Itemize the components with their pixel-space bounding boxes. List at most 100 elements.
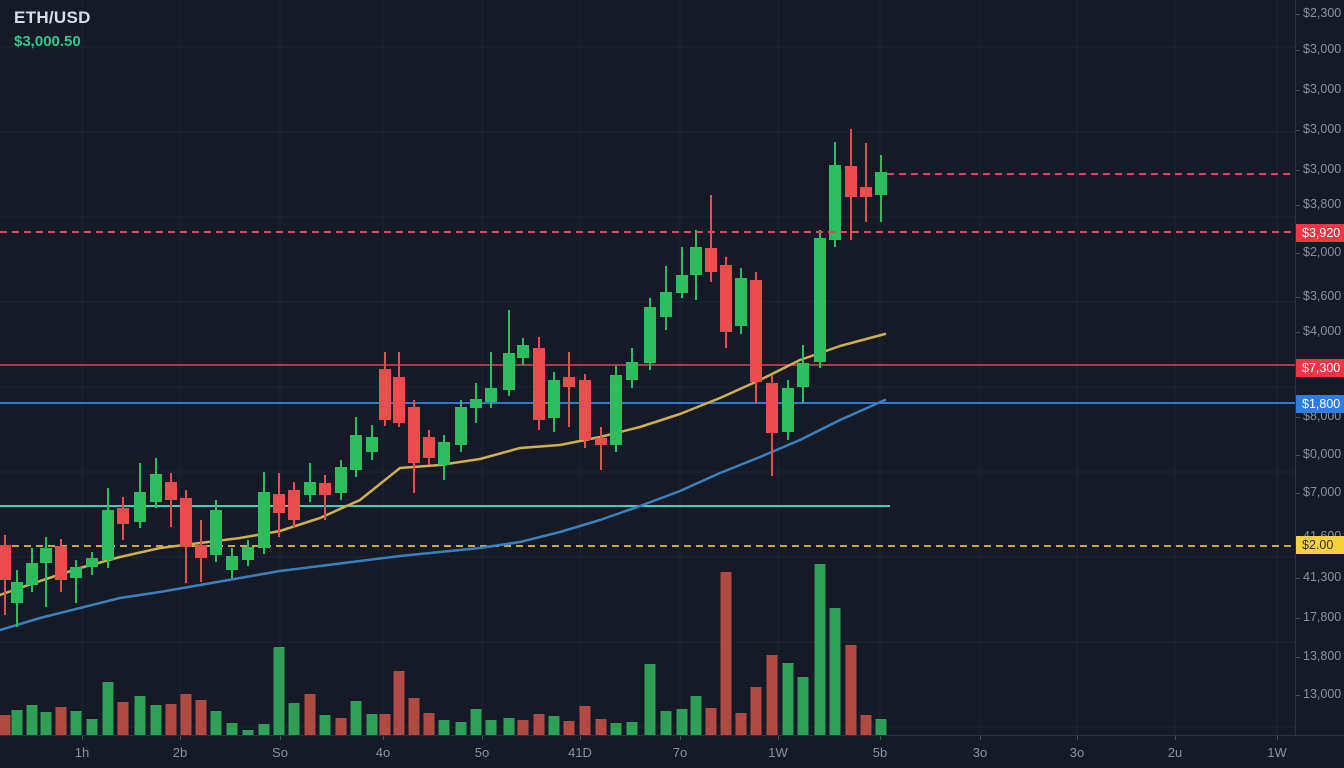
ma-line-slow: [0, 398, 887, 632]
volume-bar: [70, 711, 82, 735]
volume-bar: [379, 714, 391, 735]
candle-body: [165, 482, 177, 500]
time-axis-tick: [980, 736, 981, 740]
candle-body: [797, 363, 809, 387]
volume-bar: [735, 713, 747, 735]
price-tag: $7,300: [1296, 359, 1344, 377]
time-axis-tick: [180, 736, 181, 740]
volume-bar: [242, 730, 254, 735]
volume-bar: [829, 608, 841, 735]
volume-bar: [797, 677, 809, 735]
candle-body: [102, 510, 114, 560]
candle-body: [503, 353, 515, 390]
price-axis-label: $3,000: [1303, 42, 1342, 56]
volume-bar: [563, 721, 575, 735]
volume-bar: [610, 723, 622, 735]
candle-body: [814, 238, 826, 362]
price-axis-tick: [1296, 657, 1300, 658]
candle-body: [258, 492, 270, 548]
volume-bar: [117, 702, 129, 735]
candle-body: [26, 563, 38, 585]
time-axis-tick: [482, 736, 483, 740]
volume-bar: [226, 723, 238, 735]
candle-body: [86, 558, 98, 567]
price-axis-label: $2,000: [1303, 245, 1342, 259]
volume-bar: [470, 709, 482, 735]
candle-body: [150, 474, 162, 502]
price-axis-tick: [1296, 695, 1300, 696]
price-axis-tick: [1296, 417, 1300, 418]
candle-body: [379, 369, 391, 420]
time-axis-tick: [1077, 736, 1078, 740]
volume-bar: [26, 705, 38, 735]
volume-bar: [750, 687, 762, 735]
candle-body: [273, 494, 285, 513]
time-axis-label: 3o: [972, 745, 988, 760]
volume-bar: [350, 701, 362, 735]
volume-series: [0, 564, 887, 735]
volume-bar: [335, 718, 347, 735]
time-axis-tick: [82, 736, 83, 740]
candle-body: [350, 435, 362, 470]
candle-body: [335, 467, 347, 493]
price-axis-tick: [1296, 618, 1300, 619]
price-axis[interactable]: $2,300 $3,000 $3,000 $3,000 $3,000 $3,800 $2,0…: [1295, 0, 1344, 735]
time-axis-label: 3o: [1069, 745, 1085, 760]
price-tag: $1,800: [1296, 395, 1344, 413]
candle-body: [595, 438, 607, 445]
time-axis-tick: [1175, 736, 1176, 740]
volume-bar: [134, 696, 146, 735]
candle-body: [690, 247, 702, 275]
price-axis-tick: [1296, 130, 1300, 131]
time-axis-label: 4o: [375, 745, 391, 760]
candle-body: [548, 380, 560, 418]
candle-body: [242, 547, 254, 560]
time-axis-label: 41D: [568, 745, 592, 760]
candle-body: [288, 490, 300, 520]
volume-bar: [814, 564, 826, 735]
price-axis-tick: [1296, 90, 1300, 91]
volume-bar: [150, 705, 162, 735]
time-axis-label: 2u: [1167, 745, 1183, 760]
candle-body: [705, 248, 717, 272]
volume-bar: [393, 671, 405, 735]
time-axis-tick: [680, 736, 681, 740]
volume-bar: [705, 708, 717, 735]
volume-bar: [845, 645, 857, 735]
time-axis-label: 1W: [1267, 745, 1287, 760]
volume-bar: [548, 716, 560, 735]
volume-bar: [273, 647, 285, 735]
chart-plot-area[interactable]: [0, 0, 1295, 735]
price-axis-label: 41,300: [1303, 570, 1342, 584]
price-lines-over: [0, 173, 1295, 233]
time-axis-label: 5b: [872, 745, 888, 760]
price-axis-label: $3,600: [1303, 289, 1342, 303]
volume-bar: [11, 710, 23, 735]
volume-bar: [438, 720, 450, 735]
price-axis-tick: [1296, 253, 1300, 254]
volume-bar: [660, 711, 672, 735]
volume-bar: [690, 696, 702, 735]
volume-bar: [195, 700, 207, 735]
candles-series: [0, 129, 887, 627]
volume-bar: [102, 682, 114, 735]
time-axis-tick: [383, 736, 384, 740]
candle-body: [782, 388, 794, 432]
candle-body: [195, 545, 207, 558]
candle-body: [750, 280, 762, 382]
volume-bar: [485, 720, 497, 735]
candle-body: [829, 165, 841, 240]
time-axis[interactable]: 1h 2b So 4o 5o 41D 7o 1W 5b 3o 3o 2u 1W: [0, 735, 1344, 768]
volume-bar: [366, 714, 378, 735]
candle-body: [366, 437, 378, 452]
volume-bar: [720, 572, 732, 735]
candle-body: [766, 383, 778, 433]
price-axis-label: $3,800: [1303, 197, 1342, 211]
candle-body: [563, 377, 575, 387]
time-axis-label: 5o: [474, 745, 490, 760]
price-axis-label: $7,000: [1303, 485, 1342, 499]
candle-body: [720, 265, 732, 332]
volume-bar: [517, 720, 529, 735]
time-axis-label: 1h: [74, 745, 90, 760]
time-axis-tick: [580, 736, 581, 740]
